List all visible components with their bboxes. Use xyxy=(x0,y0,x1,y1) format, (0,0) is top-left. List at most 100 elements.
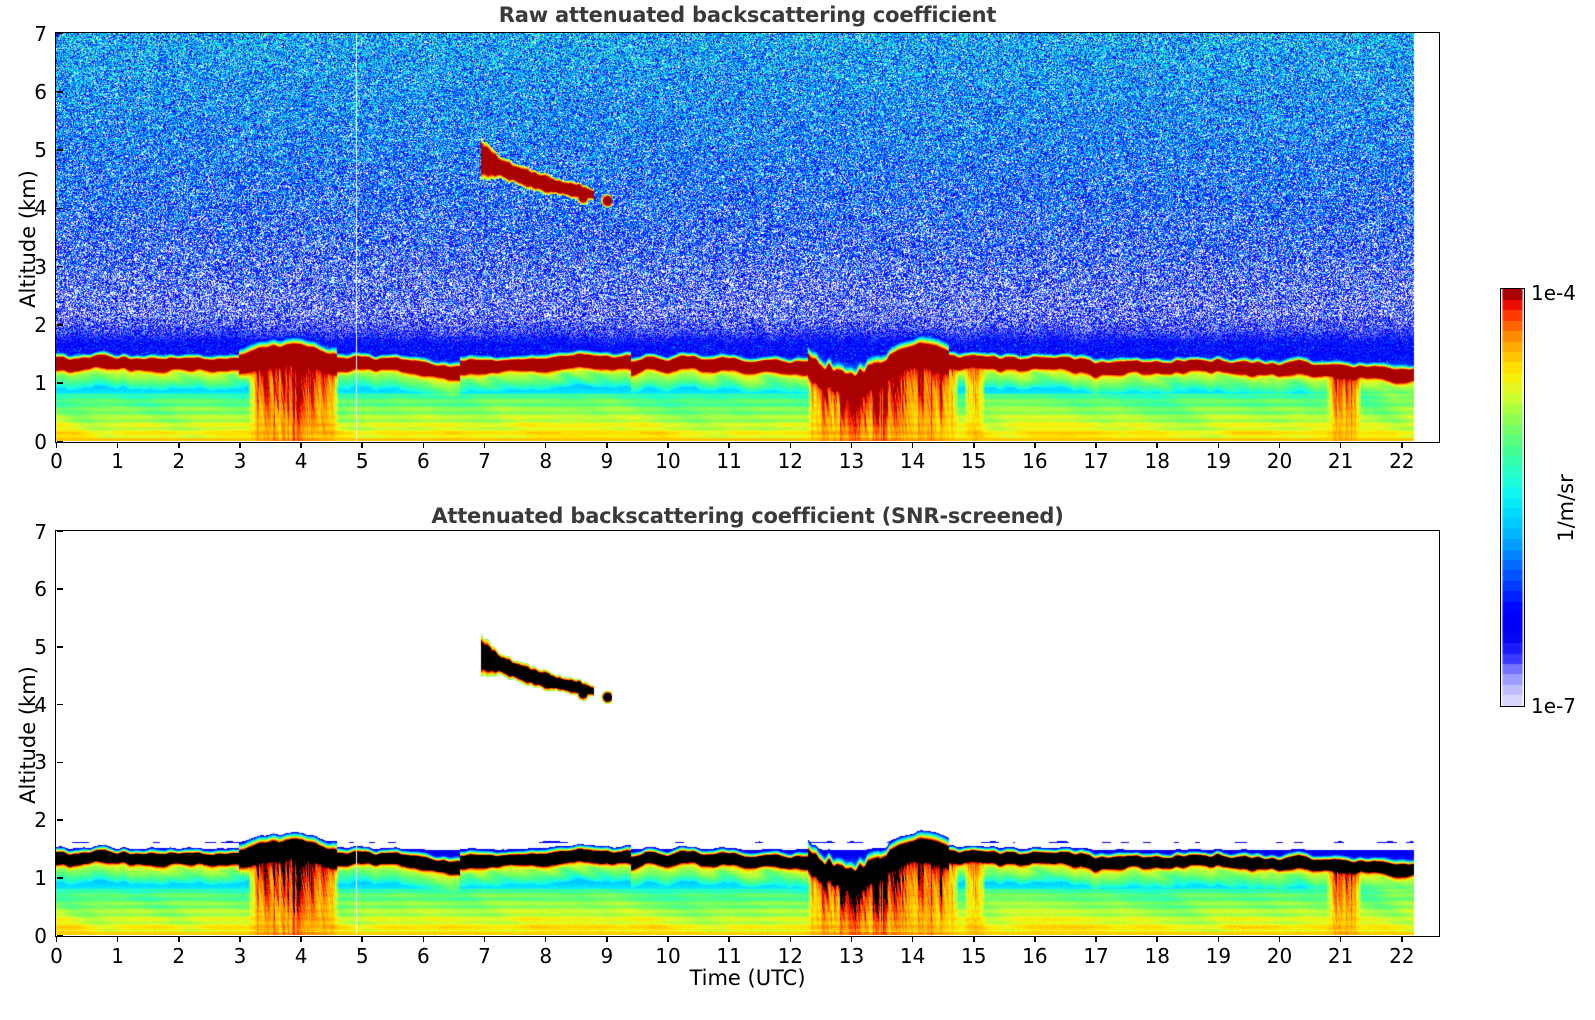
x-ticklabel-16: 16 xyxy=(1022,944,1048,968)
panel-title-raw: Raw attenuated backscattering coefficien… xyxy=(498,3,997,27)
x-ticklabel-16: 16 xyxy=(1022,449,1048,473)
x-ticklabel-19: 19 xyxy=(1205,449,1232,473)
y-ticklabel-4: 4 xyxy=(34,196,47,221)
x-tick-9 xyxy=(606,935,608,942)
x-ticklabel-17: 17 xyxy=(1083,944,1109,968)
y-tick-7 xyxy=(56,32,63,35)
y-tick-7 xyxy=(56,530,63,533)
x-ticklabel-10: 10 xyxy=(655,449,681,473)
colorbar-unit-label: 1/m/sr xyxy=(1554,474,1578,542)
colorbar-max-label: 1e-4 xyxy=(1531,281,1576,305)
x-ticklabel-5: 5 xyxy=(355,944,369,968)
x-ticklabel-7: 7 xyxy=(478,944,491,968)
y-tick-5 xyxy=(56,149,63,151)
x-tick-21 xyxy=(1339,441,1342,448)
plot-axes-screened xyxy=(55,530,1440,937)
x-tick-0 xyxy=(55,441,58,448)
y-ticklabel-0: 0 xyxy=(34,923,47,948)
x-ticklabel-18: 18 xyxy=(1144,944,1170,968)
y-ticklabel-3: 3 xyxy=(34,254,47,279)
x-ticklabel-6: 6 xyxy=(417,449,430,473)
x-ticklabel-13: 13 xyxy=(838,449,865,473)
x-tick-8 xyxy=(544,935,547,942)
y-ticklabel-4: 4 xyxy=(34,692,47,717)
y-tick-2 xyxy=(56,324,63,326)
x-ticklabel-19: 19 xyxy=(1205,944,1232,968)
x-tick-15 xyxy=(972,441,975,448)
y-tick-3 xyxy=(56,265,63,268)
y-ticklabel-2: 2 xyxy=(34,808,47,833)
x-tick-22 xyxy=(1401,935,1403,942)
x-tick-13 xyxy=(850,441,853,448)
y-ticklabel-5: 5 xyxy=(34,138,47,163)
x-tick-12 xyxy=(789,935,792,942)
x-ticklabel-21: 21 xyxy=(1327,944,1354,968)
x-tick-22 xyxy=(1401,441,1403,448)
x-ticklabel-10: 10 xyxy=(655,944,681,968)
x-ticklabel-11: 11 xyxy=(716,944,742,968)
x-tick-14 xyxy=(911,441,914,448)
x-tick-16 xyxy=(1034,935,1036,942)
x-tick-17 xyxy=(1095,441,1097,448)
x-tick-20 xyxy=(1278,935,1281,942)
x-tick-18 xyxy=(1156,935,1158,942)
x-tick-16 xyxy=(1034,441,1036,448)
x-tick-8 xyxy=(544,441,547,448)
x-ticklabel-4: 4 xyxy=(294,449,308,473)
x-tick-9 xyxy=(606,441,608,448)
x-ticklabel-1: 1 xyxy=(111,944,124,968)
x-ticklabel-8: 8 xyxy=(539,944,553,968)
x-tick-5 xyxy=(361,441,364,448)
x-ticklabel-18: 18 xyxy=(1144,449,1170,473)
x-tick-4 xyxy=(300,935,302,942)
x-tick-12 xyxy=(789,441,792,448)
x-ticklabel-17: 17 xyxy=(1083,449,1109,473)
x-ticklabel-2: 2 xyxy=(172,944,186,968)
y-ticklabel-6: 6 xyxy=(34,79,47,104)
x-tick-1 xyxy=(116,935,119,942)
x-ticklabel-15: 15 xyxy=(961,944,987,968)
x-tick-19 xyxy=(1217,441,1220,448)
x-tick-4 xyxy=(300,441,302,448)
x-ticklabel-12: 12 xyxy=(777,449,804,473)
x-tick-17 xyxy=(1095,935,1097,942)
x-tick-2 xyxy=(178,441,180,448)
x-ticklabel-14: 14 xyxy=(899,944,926,968)
x-tick-0 xyxy=(55,935,58,942)
colorbar-gradient xyxy=(1500,288,1525,707)
x-tick-1 xyxy=(116,441,119,448)
x-ticklabel-20: 20 xyxy=(1266,449,1293,473)
colorbar-min-label: 1e-7 xyxy=(1531,694,1576,718)
y-tick-0 xyxy=(56,934,63,937)
x-tick-15 xyxy=(972,935,975,942)
y-ticklabel-7: 7 xyxy=(34,519,47,544)
x-tick-6 xyxy=(422,935,425,942)
x-ticklabel-3: 3 xyxy=(233,944,247,968)
x-ticklabel-0: 0 xyxy=(50,944,63,968)
y-ticklabel-1: 1 xyxy=(34,371,47,396)
heatmap-raw xyxy=(56,33,1438,441)
x-tick-19 xyxy=(1217,935,1220,942)
y-ticklabel-1: 1 xyxy=(34,865,47,890)
x-tick-14 xyxy=(911,935,914,942)
x-ticklabel-7: 7 xyxy=(478,449,491,473)
panel-title-screened: Attenuated backscattering coefficient (S… xyxy=(431,504,1064,528)
x-ticklabel-20: 20 xyxy=(1266,944,1293,968)
x-tick-10 xyxy=(667,441,669,448)
x-ticklabel-21: 21 xyxy=(1327,449,1354,473)
x-ticklabel-3: 3 xyxy=(233,449,247,473)
x-tick-20 xyxy=(1278,441,1281,448)
x-ticklabel-6: 6 xyxy=(417,944,430,968)
x-ticklabel-0: 0 xyxy=(50,449,63,473)
y-tick-2 xyxy=(56,819,63,821)
y-ticklabel-7: 7 xyxy=(34,21,47,46)
plot-axes-raw xyxy=(55,32,1440,443)
x-ticklabel-22: 22 xyxy=(1389,944,1415,968)
x-ticklabel-12: 12 xyxy=(777,944,804,968)
x-ticklabel-2: 2 xyxy=(172,449,186,473)
x-tick-7 xyxy=(483,935,486,942)
heatmap-screened xyxy=(56,531,1438,935)
x-tick-18 xyxy=(1156,441,1158,448)
y-tick-4 xyxy=(56,703,63,706)
